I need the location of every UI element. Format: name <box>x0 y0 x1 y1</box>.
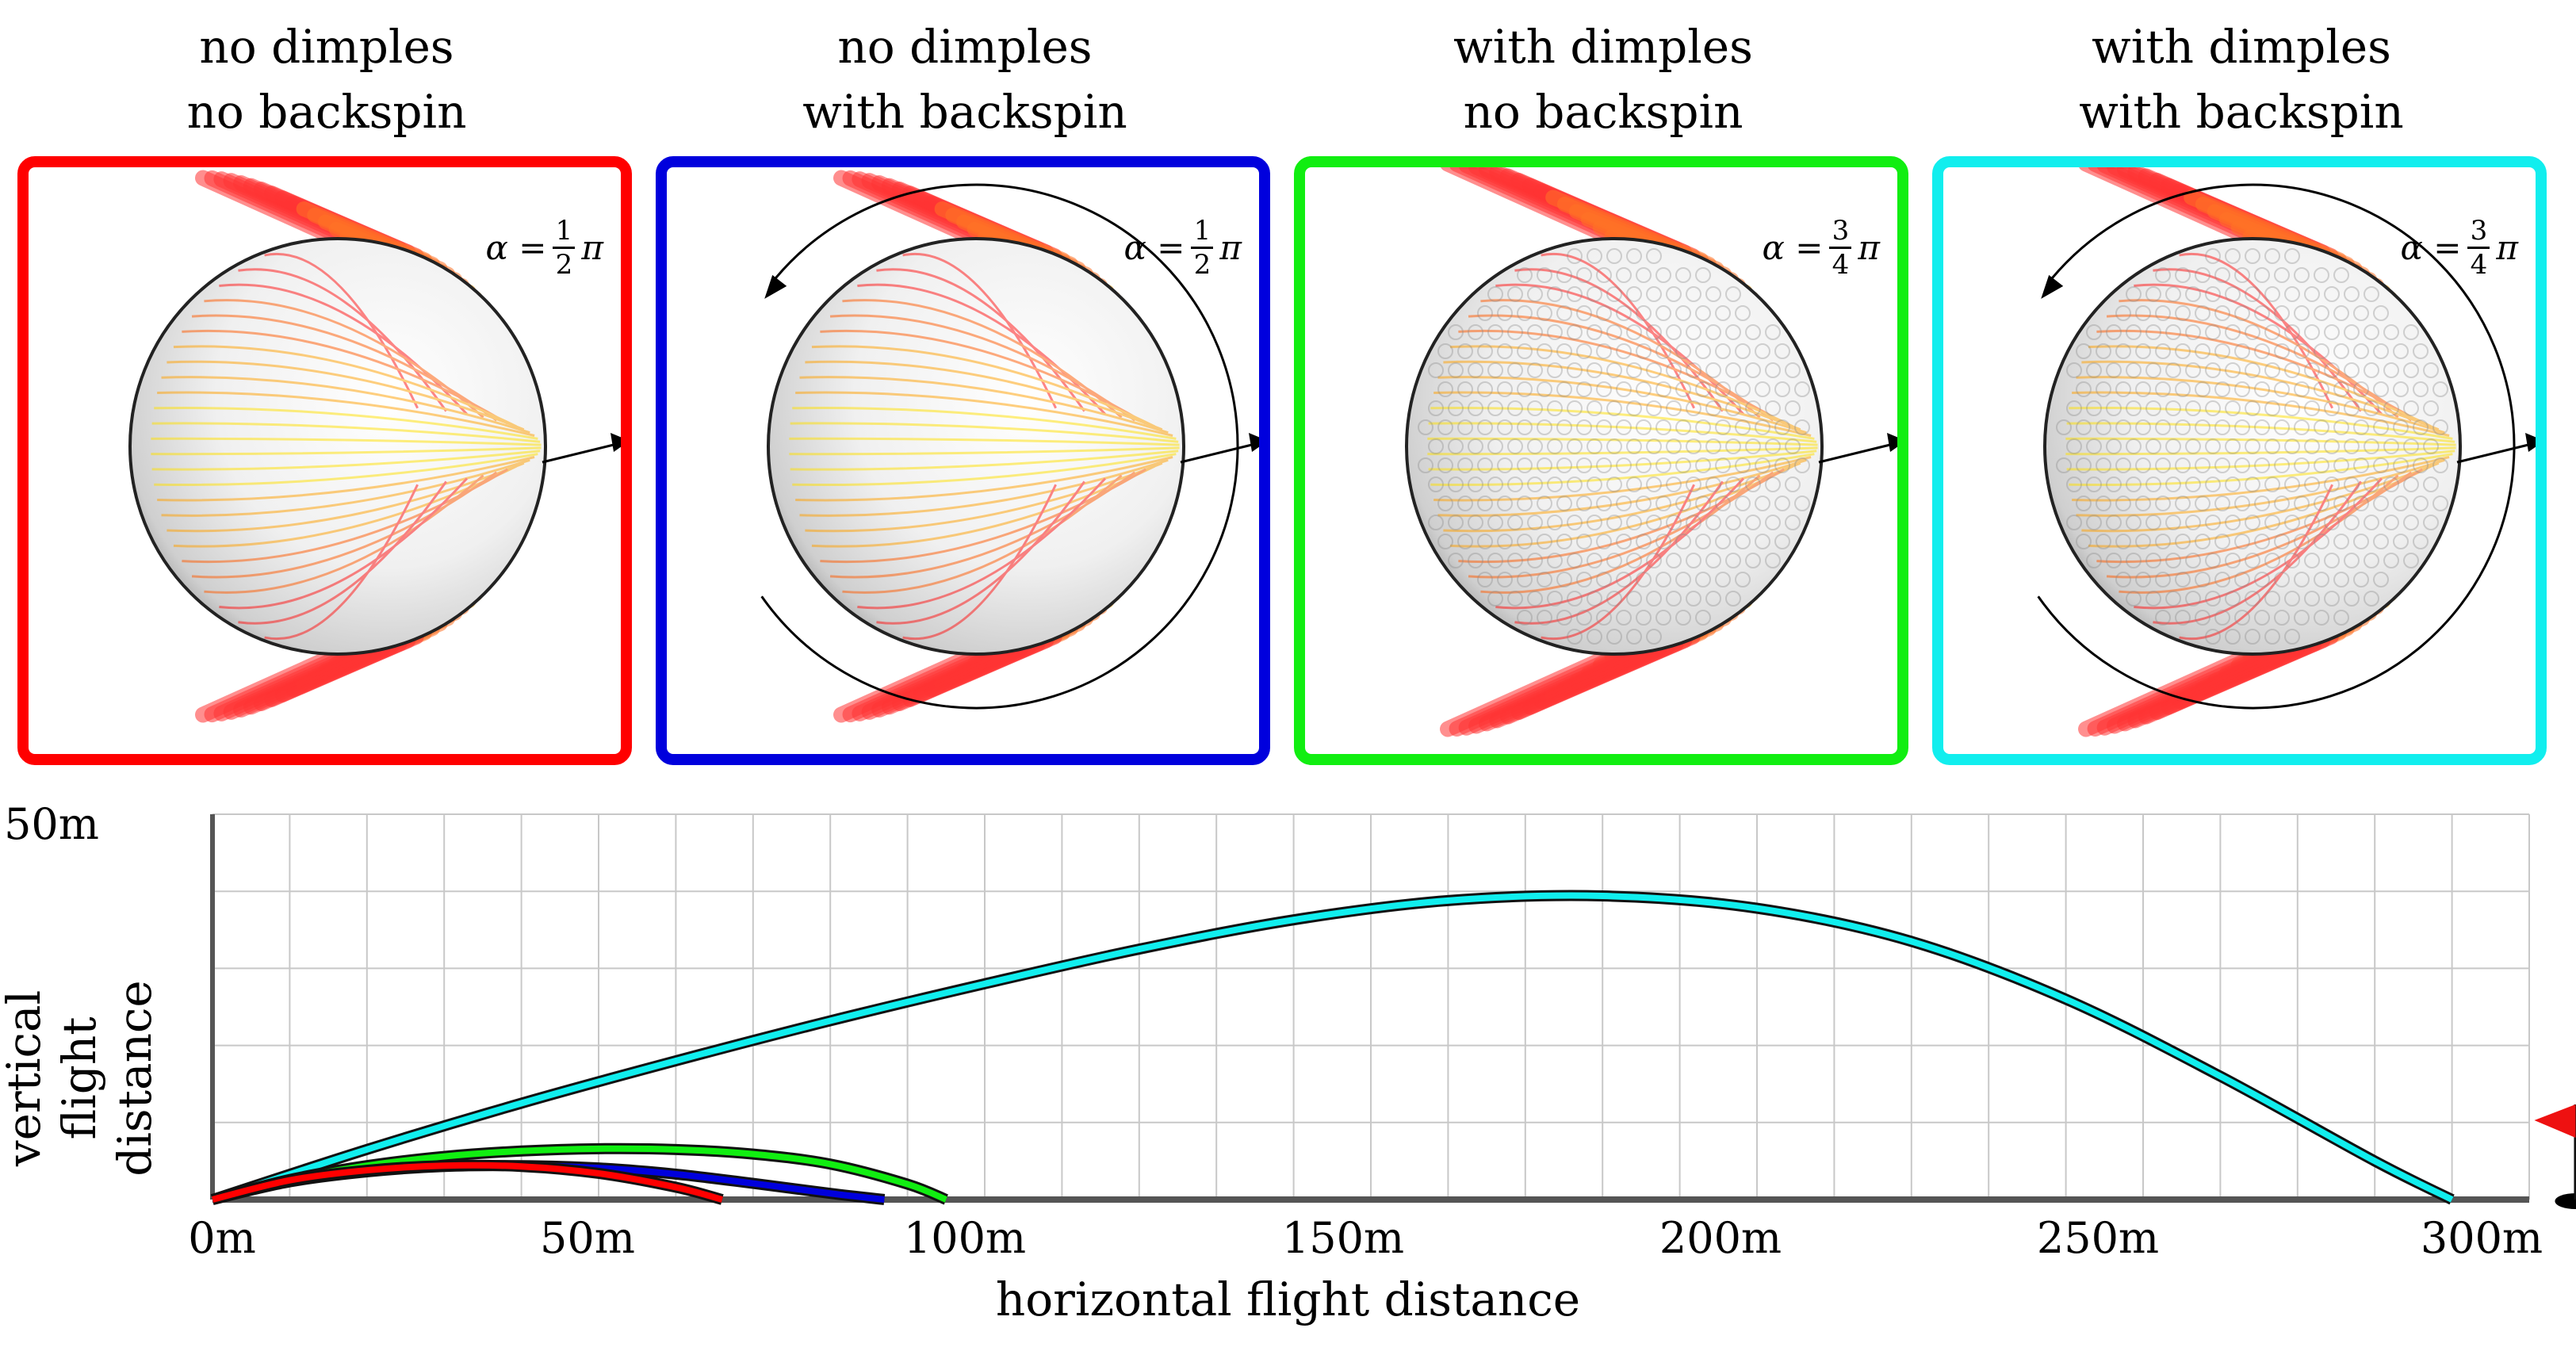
trajectory-no-dimples-no-backspin <box>211 1159 724 1205</box>
x-tick-label-300m: 300m <box>2420 1213 2543 1263</box>
alpha-label: α = 1 2 π <box>1123 215 1242 281</box>
alpha-numerator: 3 <box>2470 215 2488 247</box>
alpha-suffix: π <box>1858 228 1880 267</box>
panel-title-4: with dimples with backspin <box>1932 14 2551 144</box>
panel-title-2-line1: no dimples <box>837 20 1093 74</box>
velocity-arrow-head <box>611 433 621 452</box>
alpha-prefix: α = <box>485 228 547 267</box>
alpha-prefix: α = <box>1123 228 1185 267</box>
y-tick-label-50m: 50m <box>4 799 99 849</box>
panel-title-2: no dimples with backspin <box>656 14 1274 144</box>
y-axis-label: vertical flight distance <box>0 943 163 1213</box>
alpha-suffix: π <box>581 228 603 267</box>
panel-title-1-line2: no backspin <box>186 85 467 139</box>
backspin-arc <box>760 183 1239 710</box>
alpha-denominator: 2 <box>555 249 573 281</box>
alpha-suffix: π <box>1219 228 1242 267</box>
simulation-panel-with-dimples-with-backspin: α = 3 4 π <box>1932 156 2547 765</box>
simulation-panel-no-dimples-no-backspin: α = 1 2 π <box>17 156 632 765</box>
panel-title-1: no dimples no backspin <box>17 14 636 144</box>
surface-flow-lines <box>2065 253 2456 640</box>
alpha-fraction: 3 4 <box>1829 215 1852 281</box>
alpha-prefix: α = <box>1762 228 1824 267</box>
alpha-label: α = 1 2 π <box>485 215 603 281</box>
x-tick-label-50m: 50m <box>540 1213 635 1263</box>
alpha-denominator: 4 <box>1832 249 1850 281</box>
alpha-label: α = 3 4 π <box>2400 215 2518 281</box>
y-axis-label-line2: flight distance <box>52 980 162 1177</box>
alpha-numerator: 1 <box>555 215 573 247</box>
surface-flow-lines <box>151 253 542 640</box>
golf-ball <box>128 237 547 656</box>
golf-ball <box>1405 237 1824 656</box>
panel-title-4-line1: with dimples <box>2092 20 2391 74</box>
alpha-denominator: 2 <box>1193 249 1211 281</box>
panel-title-3-line2: no backspin <box>1463 85 1743 139</box>
alpha-prefix: α = <box>2400 228 2462 267</box>
panel-title-1-line1: no dimples <box>199 20 454 74</box>
trajectory-chart <box>210 813 2576 1209</box>
panel-title-3-line1: with dimples <box>1453 20 1753 74</box>
velocity-arrow-head <box>2525 433 2536 452</box>
alpha-label: α = 3 4 π <box>1762 215 1880 281</box>
x-tick-label-250m: 250m <box>2036 1213 2160 1263</box>
simulation-panel-no-dimples-with-backspin: α = 1 2 π <box>656 156 1270 765</box>
x-tick-label-100m: 100m <box>903 1213 1027 1263</box>
velocity-arrow <box>1818 442 1894 464</box>
alpha-numerator: 1 <box>1193 215 1211 247</box>
panel-title-4-line2: with backspin <box>2079 85 2404 139</box>
x-tick-label-200m: 200m <box>1659 1213 1782 1263</box>
alpha-numerator: 3 <box>1832 215 1850 247</box>
alpha-suffix: π <box>2496 228 2518 267</box>
golf-ball <box>2043 237 2462 656</box>
velocity-arrow-head <box>1249 433 1259 452</box>
alpha-fraction: 1 2 <box>553 215 576 281</box>
dimple-pattern <box>1418 248 1810 645</box>
surface-flow-lines <box>1427 253 1818 640</box>
x-axis-label: horizontal flight distance <box>995 1273 1581 1326</box>
golf-hole-flag-icon <box>2534 1104 2576 1209</box>
alpha-fraction: 3 4 <box>2467 215 2490 281</box>
velocity-arrow-head <box>1887 433 1897 452</box>
simulation-panel-with-dimples-no-backspin: α = 3 4 π <box>1294 156 1908 765</box>
backspin-arrow-head <box>764 274 787 299</box>
y-axis-label-line1: vertical <box>0 989 51 1167</box>
velocity-arrow <box>542 442 618 464</box>
x-tick-label-150m: 150m <box>1281 1213 1405 1263</box>
velocity-arrow <box>2456 442 2532 464</box>
x-tick-label-0m: 0m <box>188 1213 256 1263</box>
dimple-pattern <box>2056 248 2448 645</box>
velocity-arrow <box>1180 442 1256 464</box>
trajectory-with-dimples-with-backspin <box>210 890 2455 1205</box>
grid <box>212 813 2530 1200</box>
backspin-arc <box>2037 183 2516 710</box>
golf-ball <box>767 237 1185 656</box>
alpha-fraction: 1 2 <box>1191 215 1214 281</box>
panel-title-3: with dimples no backspin <box>1294 14 1912 144</box>
surface-flow-lines <box>789 253 1180 640</box>
backspin-arrow-head <box>2041 274 2064 299</box>
alpha-denominator: 4 <box>2470 249 2488 281</box>
panel-title-2-line2: with backspin <box>802 85 1127 139</box>
